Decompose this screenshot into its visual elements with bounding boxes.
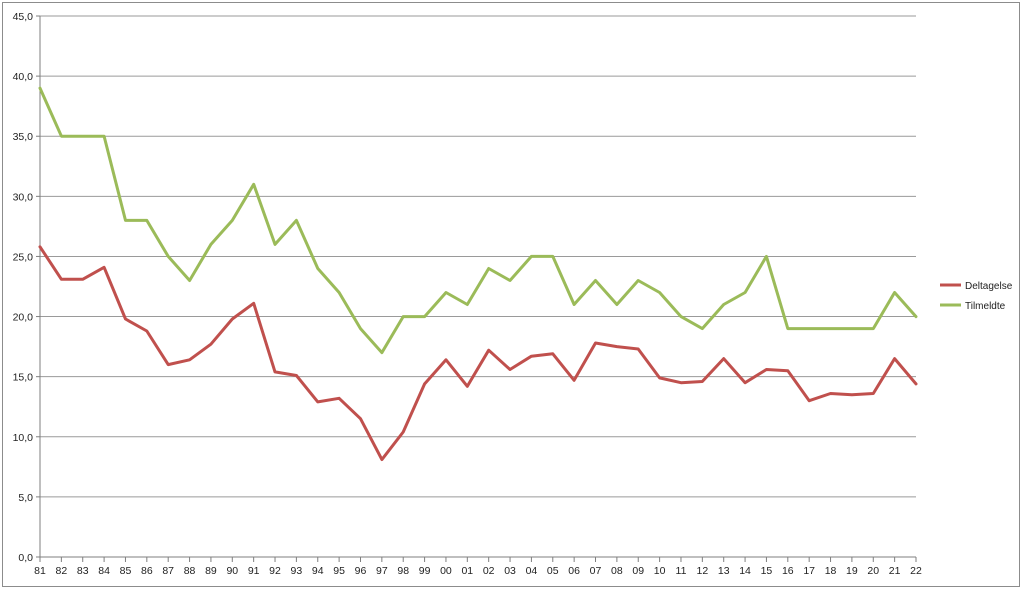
- y-tick-label: 20,0: [13, 312, 34, 324]
- x-tick-label: 12: [696, 565, 708, 577]
- x-tick-label: 09: [632, 565, 644, 577]
- x-tick-label: 89: [205, 565, 217, 577]
- x-tick-label: 99: [419, 565, 431, 577]
- x-tick-label: 03: [504, 565, 516, 577]
- x-tick-label: 02: [483, 565, 495, 577]
- y-tick-label: 0,0: [18, 552, 33, 564]
- x-tick-label: 06: [568, 565, 580, 577]
- x-tick-label: 18: [825, 565, 837, 577]
- series-lines: [38, 86, 918, 462]
- y-tick-label: 40,0: [13, 71, 34, 83]
- y-tick-label: 35,0: [13, 131, 34, 143]
- x-tick-label: 19: [846, 565, 858, 577]
- x-tick-label: 96: [355, 565, 367, 577]
- legend-label-tilmeldte: Tilmeldte: [965, 301, 1006, 312]
- x-tick-label: 87: [162, 565, 174, 577]
- x-tick-label: 05: [547, 565, 559, 577]
- gridlines: [40, 15, 916, 498]
- x-tick-label: 14: [739, 565, 751, 577]
- y-tick-label: 45,0: [13, 11, 34, 23]
- x-tick-label: 92: [269, 565, 281, 577]
- x-tick-label: 93: [291, 565, 303, 577]
- x-tick-label: 20: [867, 565, 879, 577]
- legend-label-deltagelse: Deltagelse: [965, 281, 1013, 292]
- y-tick-label: 10,0: [13, 432, 34, 444]
- x-tick-label: 11: [676, 565, 687, 577]
- x-tick-label: 81: [34, 565, 46, 577]
- x-tick-label: 90: [226, 565, 238, 577]
- x-tick-label: 16: [782, 565, 794, 577]
- legend: Deltagelse Tilmeldte: [940, 281, 1013, 312]
- x-tick-label: 94: [312, 565, 324, 577]
- series-line-deltagelse: [38, 245, 918, 462]
- axes: [36, 15, 917, 562]
- y-tick-label: 15,0: [13, 372, 34, 384]
- x-tick-label: 95: [333, 565, 345, 577]
- x-tick-label: 17: [803, 565, 815, 577]
- x-tick-label: 84: [98, 565, 110, 577]
- x-tick-label: 13: [718, 565, 730, 577]
- x-tick-label: 82: [56, 565, 68, 577]
- y-tick-label: 30,0: [13, 191, 34, 203]
- x-tick-label: 88: [184, 565, 196, 577]
- x-tick-label: 04: [526, 565, 538, 577]
- series-line-tilmeldte: [38, 86, 918, 355]
- x-tick-label: 91: [248, 565, 260, 577]
- x-tick-label: 21: [889, 565, 901, 577]
- y-tick-labels: 0,0 5,0 10,0 15,0 20,0 25,0 30,0 35,0 40,0 45,0: [13, 11, 34, 564]
- x-tick-label: 98: [397, 565, 409, 577]
- x-tick-label: 01: [461, 565, 473, 577]
- x-tick-label: 22: [910, 565, 922, 577]
- x-tick-label: 86: [141, 565, 153, 577]
- y-tick-label: 25,0: [13, 251, 34, 263]
- x-tick-label: 83: [77, 565, 89, 577]
- x-tick-label: 97: [376, 565, 388, 577]
- x-tick-label: 15: [761, 565, 773, 577]
- y-tick-label: 5,0: [18, 492, 33, 504]
- x-tick-label: 85: [120, 565, 132, 577]
- x-tick-labels: 81 82 83 84 85 86 87 88 89 90 91 92 93 94 95 96 97 98 99 00…: [34, 565, 922, 577]
- x-tick-label: 07: [590, 565, 602, 577]
- x-tick-label: 00: [440, 565, 452, 577]
- x-tick-label: 10: [654, 565, 666, 577]
- x-tick-label: 08: [611, 565, 623, 577]
